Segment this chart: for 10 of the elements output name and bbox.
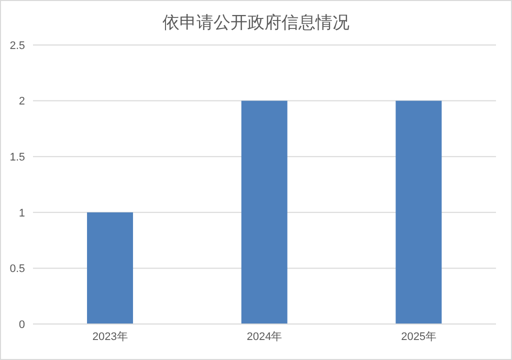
y-tick-label: 2.5 (10, 40, 25, 52)
chart-title: 依申请公开政府信息情况 (162, 12, 350, 34)
y-tick-label: 0 (18, 318, 25, 331)
x-tick-label: 2023年 (92, 330, 128, 343)
y-tick-label: 1 (18, 207, 25, 220)
x-tick-label: 2025年 (401, 330, 437, 343)
y-tick-label: 1.5 (10, 152, 25, 164)
y-tick-label: 0.5 (10, 263, 25, 276)
x-tick-label: 2024年 (246, 330, 282, 343)
y-tick-label: 2 (18, 96, 25, 108)
